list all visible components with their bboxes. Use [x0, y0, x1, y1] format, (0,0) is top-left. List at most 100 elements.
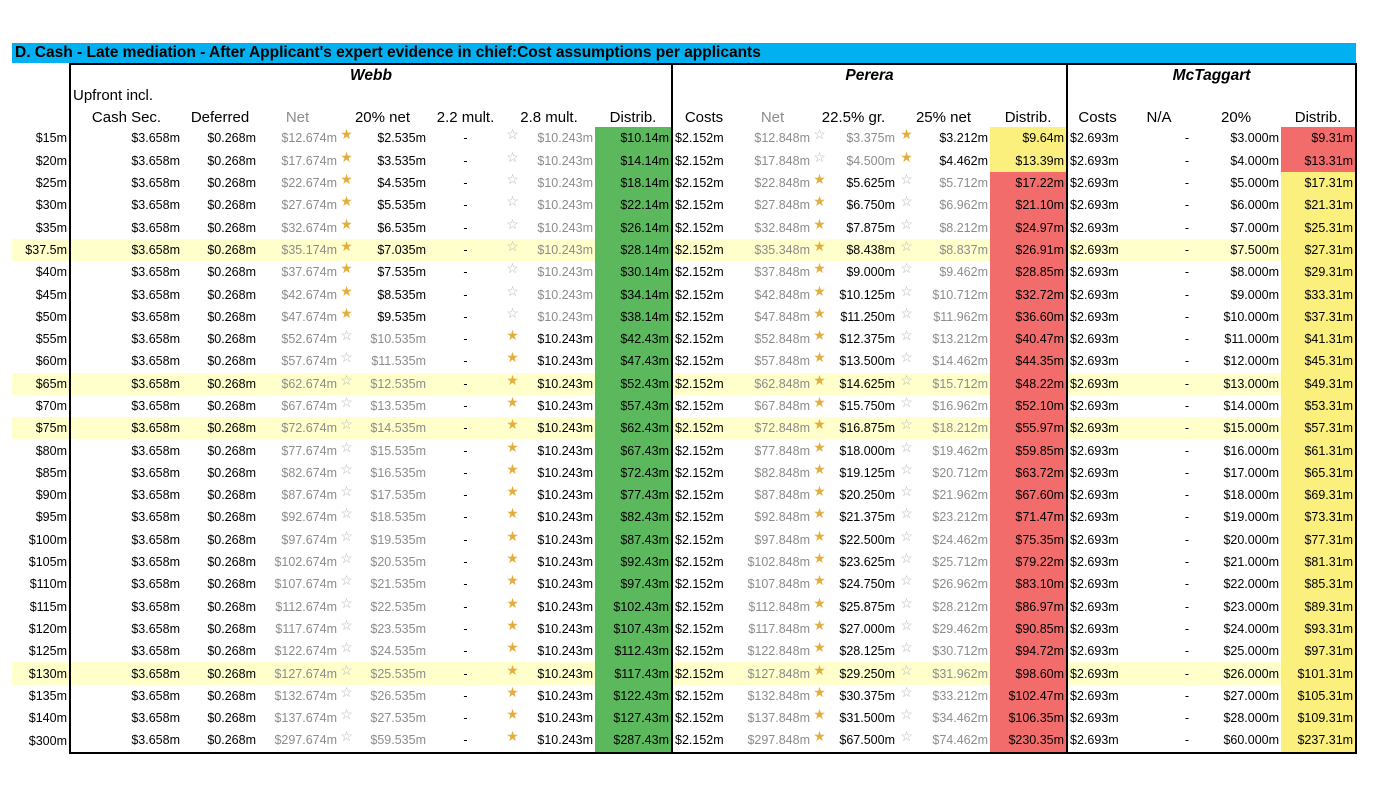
mctaggart-distrib-cell: $85.31m: [1281, 573, 1358, 596]
row-label: $60m: [35, 354, 67, 369]
perera-net-cell: $117.848m: [748, 621, 810, 636]
perera-costs-cell: $2.152m: [671, 662, 735, 685]
webb-2-2-mult-cell: -: [463, 532, 468, 547]
data-table: Webb Perera McTaggart Upfront incl. Cash…: [12, 62, 1358, 754]
mctaggart-20-cell: $7.000m: [1230, 220, 1280, 235]
star-empty-icon: ☆: [900, 707, 913, 723]
perera-costs-cell: $2.152m: [671, 261, 735, 284]
star-empty-icon: ☆: [506, 194, 519, 210]
star-empty-icon: ☆: [340, 461, 353, 477]
webb-2-8-mult-cell: ☆ $10.243m: [503, 283, 595, 305]
perera-net-cell: $27.848m: [754, 198, 810, 213]
star-filled-icon: ★: [506, 372, 519, 388]
table-row: $70m $3.658m $0.268m $67.674m ☆ $13.535m - ★ $10…: [12, 394, 1358, 418]
perera-25-net-cell: ☆ $28.212m: [897, 596, 990, 618]
perera-25-net-cell: ☆ $16.962m: [897, 395, 990, 417]
webb-net-cell: $82.674m: [281, 465, 337, 480]
mctaggart-costs-cell: $2.693m: [1066, 617, 1128, 641]
webb-upfront-cell: $3.658m: [69, 729, 182, 754]
webb-2-8-mult-cell: ☆ $10.243m: [503, 194, 595, 216]
webb-upfront-cell: $3.658m: [69, 439, 182, 462]
perera-costs-cell: $2.152m: [671, 394, 735, 418]
perera-distrib-cell: $21.10m: [990, 194, 1068, 217]
webb-2-2-mult-cell: -: [463, 265, 468, 280]
mctaggart-costs-cell: $2.693m: [1066, 238, 1128, 262]
webb-deferred-cell: $0.268m: [207, 265, 256, 280]
webb-upfront-cell: $3.658m: [69, 640, 182, 663]
perera-costs-cell: $2.152m: [671, 216, 735, 239]
perera-distrib-cell: $13.39m: [990, 149, 1068, 172]
webb-2-8-mult-cell: ☆ $10.243m: [503, 238, 595, 262]
table-row: $140m $3.658m $0.268m $137.674m ☆ $27.535m - ★ $…: [12, 707, 1358, 730]
star-empty-icon: ☆: [340, 528, 353, 544]
header-deferred: Deferred: [190, 109, 250, 127]
group-mctaggart: McTaggart: [1066, 62, 1358, 88]
mctaggart-20-cell: $60.000m: [1191, 729, 1282, 754]
webb-2-2-mult-cell: -: [463, 176, 468, 191]
perera-costs-cell: $2.152m: [671, 171, 735, 195]
mctaggart-costs-cell: $2.693m: [1066, 484, 1128, 507]
star-filled-icon: ★: [813, 171, 826, 188]
webb-2-8-mult-cell: ★ $10.243m: [503, 662, 595, 685]
star-filled-icon: ★: [813, 662, 826, 678]
star-empty-icon: ☆: [900, 595, 913, 611]
perera-net-cell: $37.848m: [754, 265, 810, 280]
star-empty-icon: ☆: [900, 617, 913, 633]
mctaggart-costs-cell: $2.693m: [1066, 707, 1128, 730]
table-row: $130m $3.658m $0.268m $127.674m ☆ $25.535m - ★ $…: [12, 662, 1358, 685]
perera-22-5-gr-cell: ★ $31.500m: [810, 707, 897, 729]
webb-2-8-mult-cell: ★ $10.243m: [503, 729, 595, 754]
webb-distrib-cell: $107.43m: [595, 617, 672, 641]
mctaggart-costs-cell: $2.693m: [1066, 149, 1128, 172]
webb-2-8-mult-cell: ★ $10.243m: [503, 395, 595, 417]
perera-net-cell: $77.848m: [754, 443, 810, 458]
mctaggart-costs-cell: $2.693m: [1066, 439, 1128, 462]
row-label: $300m: [28, 733, 67, 748]
row-label: $20m: [35, 153, 67, 168]
webb-net-cell: $87.674m: [281, 488, 337, 503]
perera-25-net-cell: ☆ $18.212m: [897, 417, 990, 440]
webb-2-8-mult-cell: ★ $10.243m: [503, 640, 595, 662]
webb-2-2-mult-cell: -: [463, 399, 468, 413]
webb-deferred-cell: $0.268m: [182, 729, 258, 754]
mctaggart-distrib-cell: $97.31m: [1281, 640, 1358, 663]
star-empty-icon: ☆: [506, 127, 519, 143]
star-filled-icon: ★: [506, 573, 519, 589]
star-filled-icon: ★: [813, 484, 826, 500]
mctaggart-costs-cell: $2.693m: [1066, 372, 1128, 395]
perera-25-net-cell: ☆ $5.712m: [897, 172, 990, 194]
webb-20-net-cell: ☆ $19.535m: [337, 529, 428, 551]
webb-2-8-mult-cell: ★ $10.243m: [503, 707, 595, 729]
mctaggart-20-cell: $7.500m: [1191, 238, 1282, 262]
webb-2-8-mult-cell: ★ $10.243m: [503, 551, 595, 573]
star-filled-icon: ★: [506, 617, 519, 633]
webb-20-net-cell: ☆ $12.535m: [337, 372, 428, 395]
star-empty-icon: ☆: [900, 394, 913, 410]
table-row: $30m $3.658m $0.268m $27.674m ★ $5.535m - ☆ $10.…: [12, 194, 1358, 217]
webb-2-8-mult-cell: ★ $10.243m: [503, 350, 595, 372]
perera-22-5-gr-cell: ★ $6.750m: [810, 194, 897, 216]
webb-upfront-cell: $3.658m: [69, 149, 182, 172]
webb-2-2-mult-cell: -: [428, 238, 503, 262]
mctaggart-distrib-cell: $33.31m: [1281, 283, 1358, 306]
webb-2-8-mult-cell: ★ $10.243m: [503, 439, 595, 461]
webb-20-net-cell: ★ $3.535m: [337, 150, 428, 172]
webb-distrib-cell: $112.43m: [595, 640, 672, 663]
webb-deferred-cell: $0.268m: [207, 599, 256, 614]
mctaggart-na-cell: -: [1184, 354, 1190, 369]
perera-costs-cell: $2.152m: [671, 305, 735, 328]
webb-net-cell: $77.674m: [281, 443, 337, 458]
webb-2-8-mult-cell: ☆ $10.243m: [503, 172, 595, 194]
perera-25-net-cell: ☆ $34.462m: [897, 707, 990, 729]
star-filled-icon: ★: [506, 595, 519, 611]
table-row: $80m $3.658m $0.268m $77.674m ☆ $15.535m - ★ $10…: [12, 439, 1358, 462]
mctaggart-costs-cell: $2.693m: [1066, 171, 1128, 195]
webb-2-8-mult-cell: ★ $10.243m: [503, 372, 595, 395]
mctaggart-20-cell: $10.000m: [1223, 309, 1280, 324]
perera-25-net-cell: ☆ $29.462m: [897, 618, 990, 640]
perera-costs-cell: $2.152m: [671, 684, 735, 708]
star-empty-icon: ☆: [900, 261, 913, 277]
mctaggart-costs-cell: $2.693m: [1066, 573, 1128, 596]
perera-22-5-gr-cell: ★ $14.625m: [810, 372, 897, 395]
webb-upfront-cell: $3.658m: [69, 327, 182, 351]
